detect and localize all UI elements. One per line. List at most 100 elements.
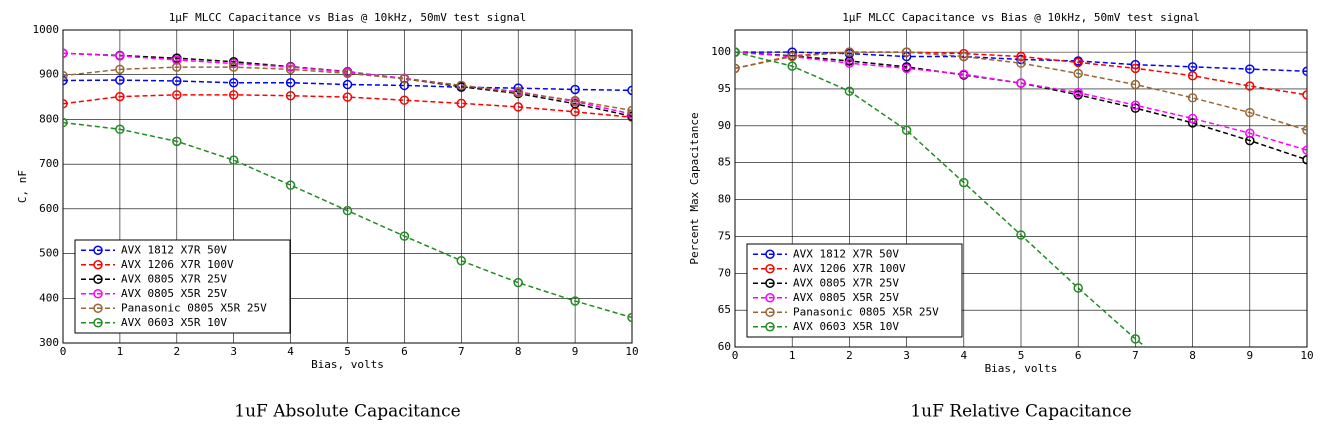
data-point (513, 87, 523, 98)
data-point (959, 48, 969, 59)
data-point (115, 75, 125, 85)
data-point (456, 80, 467, 91)
x-tick-label: 5 (344, 345, 351, 358)
data-point (1130, 79, 1141, 90)
data-point (1073, 87, 1083, 98)
data-point (399, 80, 410, 91)
data-point (342, 79, 353, 90)
data-point (172, 62, 182, 72)
data-point (513, 277, 523, 288)
legend-marker (765, 264, 775, 274)
legend-label: AVX 0805 X5R 25V (121, 287, 227, 300)
data-point (228, 78, 239, 88)
plot-area (735, 47, 1307, 347)
y-tick-label: 400 (39, 291, 59, 304)
legend-label: Panasonic 0805 X5R 25V (793, 305, 939, 318)
data-point (1016, 230, 1026, 240)
data-point (115, 91, 125, 102)
data-point (285, 90, 296, 101)
data-point (342, 68, 353, 79)
data-point (787, 61, 797, 71)
legend-label: AVX 0603 X5R 10V (793, 320, 899, 333)
data-point (1073, 68, 1083, 79)
data-point (456, 98, 467, 109)
x-tick-label: 10 (625, 345, 638, 358)
y-tick-label: 600 (39, 202, 59, 215)
plot-frame (734, 29, 1308, 348)
series-line (735, 51, 1147, 347)
data-point (1187, 62, 1198, 72)
x-tick-label: 0 (60, 345, 67, 358)
data-point (1073, 283, 1083, 293)
y-tick-label: 85 (718, 156, 731, 169)
series-line (735, 51, 1307, 131)
legend-marker (93, 318, 103, 328)
series-line (735, 51, 1307, 161)
y-axis-label: Percent Max Capacitance (688, 112, 701, 264)
data-point (959, 177, 969, 188)
data-point (787, 51, 797, 62)
x-tick-label: 1 (789, 349, 796, 362)
data-point (627, 105, 632, 116)
legend-label: AVX 1206 X7R 100V (793, 262, 906, 275)
data-point (63, 99, 68, 109)
data-point (1187, 113, 1198, 124)
legend-marker (765, 293, 775, 303)
data-point (399, 95, 410, 105)
x-tick-label: 6 (401, 345, 408, 358)
legend-label: AVX 0603 X5R 10V (121, 316, 227, 329)
series-line (63, 94, 632, 118)
data-point (1245, 128, 1255, 138)
data-point (1073, 57, 1083, 68)
data-point (844, 86, 855, 96)
y-tick-label: 70 (718, 266, 731, 279)
legend-marker (93, 289, 103, 299)
data-point (228, 90, 239, 100)
y-tick-label: 700 (39, 157, 59, 170)
data-point (63, 70, 68, 81)
data-point (1302, 125, 1307, 136)
data-point (228, 155, 239, 165)
data-point (172, 90, 182, 100)
data-point (627, 312, 632, 323)
data-point (342, 205, 353, 216)
y-tick-label: 80 (718, 193, 731, 206)
y-tick-label: 90 (718, 119, 731, 132)
data-point (959, 69, 969, 79)
x-tick-label: 9 (572, 345, 579, 358)
series-line (63, 52, 632, 118)
legend-label: AVX 0805 X5R 25V (793, 291, 899, 304)
legend-marker (765, 307, 775, 317)
x-tick-label: 10 (1300, 349, 1313, 362)
data-point (172, 136, 182, 147)
x-tick-label: 3 (903, 349, 910, 362)
y-tick-label: 1000 (33, 23, 60, 36)
y-axis-label: C, nF (16, 170, 29, 203)
x-axis-label: Bias, volts (985, 362, 1058, 375)
y-tick-label: 300 (39, 336, 59, 349)
data-point (1130, 100, 1141, 110)
data-point (63, 75, 68, 86)
data-point (570, 95, 580, 106)
y-tick-label: 65 (718, 303, 731, 316)
data-point (115, 64, 125, 75)
legend-marker (93, 274, 103, 284)
legend-marker (93, 245, 103, 255)
data-point (399, 231, 410, 241)
data-point (1016, 78, 1026, 88)
legend-label: Panasonic 0805 X5R 25V (121, 301, 267, 314)
data-point (570, 296, 580, 306)
data-point (63, 48, 68, 59)
y-tick-label: 100 (711, 45, 731, 58)
y-tick-label: 60 (718, 340, 731, 353)
legend-marker (765, 249, 775, 259)
data-point (1302, 145, 1307, 155)
legend-label: AVX 1812 X7R 50V (793, 247, 899, 260)
data-point (1016, 58, 1026, 68)
data-point (172, 55, 182, 65)
x-tick-label: 7 (458, 345, 465, 358)
data-point (1245, 64, 1255, 74)
data-point (342, 92, 353, 102)
y-tick-label: 75 (718, 229, 731, 242)
series-line (63, 79, 632, 92)
